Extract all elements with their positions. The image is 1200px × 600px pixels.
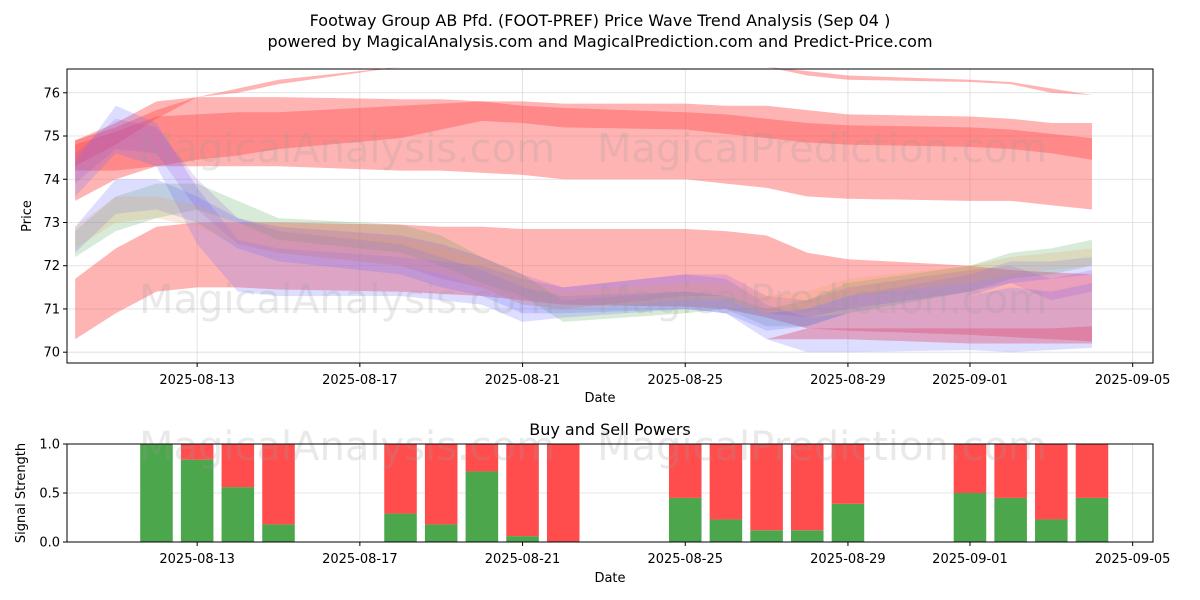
price-y-tick-label: 70: [43, 346, 60, 361]
price-x-tick-label: 2025-08-13: [159, 373, 235, 388]
watermark-prediction-top: MagicalPrediction.com: [597, 126, 1047, 172]
sell-bar: [465, 444, 499, 472]
price-grid: [67, 69, 1153, 363]
signal-x-tick-label: 2025-08-25: [647, 552, 723, 567]
buy-bar: [424, 524, 458, 542]
buy-bar: [750, 530, 783, 542]
price-x-tick-label: 2025-09-05: [1095, 373, 1171, 388]
buy-bar: [180, 459, 214, 542]
price-wave-chart: MagicalAnalysis.com MagicalPrediction.co…: [20, 66, 1170, 406]
watermark-prediction-bottom: MagicalPrediction.com: [597, 424, 1047, 470]
buy-bar: [831, 503, 865, 542]
sell-bar: [994, 444, 1027, 498]
sell-bar: [180, 444, 214, 460]
sell-bar: [546, 444, 580, 542]
price-y-tick-label: 72: [43, 259, 60, 274]
sell-bar: [384, 444, 417, 514]
price-plot-background: [67, 69, 1153, 363]
buy-bar: [953, 493, 987, 542]
chart-title: Footway Group AB Pfd. (FOOT-PREF) Price …: [310, 11, 891, 30]
signal-axes: 0.0 0.5 1.0 2025-08-13 2025-08-17 2025-08-21 2…: [39, 438, 1170, 568]
price-band-red-1: [75, 97, 1092, 210]
signal-y-tick-label: 0.0: [39, 536, 60, 551]
sell-bar: [709, 444, 743, 520]
price-y-tick-label: 74: [43, 173, 60, 188]
price-y-tick-label: 73: [43, 216, 60, 231]
buy-bar: [791, 530, 824, 542]
watermark-analysis-bottom: MagicalAnalysis.com: [139, 424, 555, 470]
signal-y-tick-label: 0.5: [39, 487, 60, 502]
buy-bar: [1075, 497, 1109, 542]
buy-bar: [994, 497, 1027, 542]
price-band-red-3: [75, 222, 1092, 342]
buy-bar: [1035, 519, 1068, 542]
buy-bar: [668, 497, 702, 542]
sell-bar: [1035, 444, 1068, 520]
signal-x-tick-label: 2025-08-17: [322, 552, 398, 567]
signal-x-tick-label: 2025-09-05: [1095, 552, 1171, 567]
price-x-tick-label: 2025-08-29: [810, 373, 886, 388]
signal-x-tick-label: 2025-08-21: [485, 552, 561, 567]
watermark-analysis-mid: MagicalAnalysis.com: [139, 277, 555, 323]
buy-bar: [262, 524, 295, 542]
sell-bar: [262, 444, 295, 525]
signal-y-label: Signal Strength: [14, 443, 29, 543]
price-band-blue-6: [75, 105, 1092, 353]
signal-x-tick-label: 2025-09-01: [932, 552, 1008, 567]
price-band-orange-9: [75, 196, 1092, 314]
price-x-tick-label: 2025-08-17: [322, 373, 398, 388]
price-x-tick-label: 2025-08-25: [647, 373, 723, 388]
buy-bar: [465, 471, 499, 542]
price-axes: 70 71 72 73 74 75 76 2025-08-13 2025-08-17 2025-0…: [43, 86, 1170, 388]
watermark-analysis-top: MagicalAnalysis.com: [139, 126, 555, 172]
sell-bar: [750, 444, 783, 531]
price-band-red-4: [75, 326, 1092, 344]
buy-bar: [384, 513, 417, 542]
signal-x-label: Date: [594, 571, 625, 586]
signal-bars: [140, 444, 1109, 542]
price-y-label: Price: [20, 200, 35, 232]
price-plot-frame: [66, 68, 1154, 364]
price-band-green-5: [75, 183, 1092, 327]
buy-bar: [709, 519, 743, 542]
price-x-tick-label: 2025-08-21: [485, 373, 561, 388]
price-y-tick-label: 71: [43, 302, 60, 317]
buy-bar: [140, 444, 173, 542]
sell-bar: [953, 444, 987, 493]
price-bands: [75, 66, 1092, 353]
price-x-tick-label: 2025-09-01: [932, 373, 1008, 388]
buy-bar: [221, 487, 255, 542]
signal-x-tick-label: 2025-08-13: [159, 552, 235, 567]
sell-bar: [668, 444, 702, 498]
price-band-red-2: [75, 101, 1092, 171]
signal-y-tick-label: 1.0: [39, 438, 60, 453]
sell-bar: [791, 444, 824, 531]
signal-x-tick-label: 2025-08-29: [810, 552, 886, 567]
price-x-label: Date: [584, 391, 615, 406]
price-y-tick-label: 76: [43, 86, 60, 101]
sell-bar: [831, 444, 865, 504]
sell-bar: [424, 444, 458, 525]
sell-bar: [1075, 444, 1109, 498]
sell-bar: [506, 444, 539, 537]
price-y-tick-label: 75: [43, 130, 60, 145]
price-band-blue-7: [75, 179, 1092, 331]
sell-bar: [221, 444, 255, 488]
watermark-prediction-mid: MagicalPrediction.com: [597, 277, 1047, 323]
chart-subtitle: powered by MagicalAnalysis.com and Magic…: [267, 32, 932, 51]
buy-bar: [506, 536, 539, 542]
buy-sell-chart: Buy and Sell Powers MagicalAnalysis.com …: [14, 420, 1170, 586]
signal-plot-frame: [66, 443, 1154, 543]
buy-sell-title: Buy and Sell Powers: [529, 420, 691, 439]
